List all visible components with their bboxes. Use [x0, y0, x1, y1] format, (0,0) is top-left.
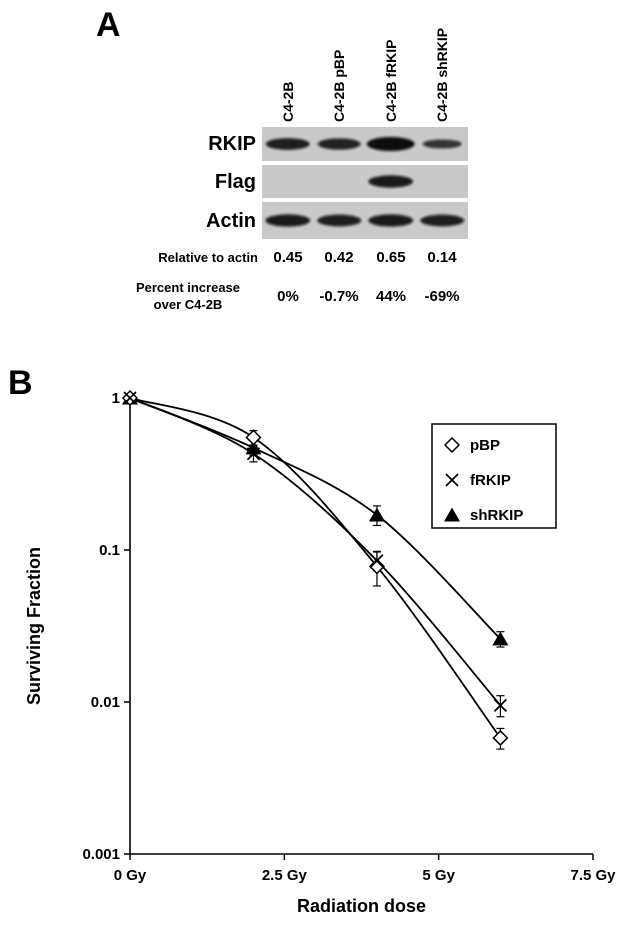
- blot-label-actin: Actin: [206, 210, 256, 232]
- legend-label: shRKIP: [470, 507, 523, 524]
- legend-label: fRKIP: [470, 472, 511, 489]
- panel-a-label: A: [96, 6, 121, 44]
- percent-increase-label-line2: over C4-2B: [153, 297, 223, 312]
- percent-increase-label-line1: Percent increase: [135, 280, 241, 295]
- markers-fRKIP: [123, 391, 508, 713]
- blot-label-rkip: RKIP: [208, 133, 256, 155]
- lane-label-c42b-frkip: C4-2B fRKIP: [383, 39, 399, 122]
- protein-band: [420, 214, 465, 227]
- relative-to-actin-label: Relative to actin: [158, 250, 258, 265]
- lane-label-c42b: C4-2B: [280, 81, 296, 122]
- y-tick-label: 0.01: [91, 694, 120, 711]
- protein-band: [317, 214, 362, 227]
- percent-value-shrkip: -69%: [424, 288, 460, 305]
- blot-strip-rkip: [262, 127, 468, 161]
- blot-membrane: [262, 165, 468, 198]
- blot-strip-flag: [262, 165, 468, 198]
- lane-label-c42b-pbp: C4-2B pBP: [331, 49, 347, 122]
- relative-value-frkip: 0.65: [376, 249, 406, 266]
- protein-band: [265, 214, 311, 227]
- legend-entry-fRKIP: fRKIP: [445, 472, 511, 489]
- legend-entry-shRKIP: shRKIP: [444, 507, 523, 524]
- legend-label: pBP: [470, 437, 500, 454]
- y-axis-title: Surviving Fraction: [24, 547, 44, 705]
- lane-label-c42b-shrkip: C4-2B shRKIP: [434, 27, 450, 122]
- percent-value-pbp: -0.7%: [319, 288, 359, 305]
- y-tick-label: 0.001: [82, 846, 120, 863]
- legend: pBP fRKIP shRKIP: [431, 423, 557, 529]
- protein-band: [368, 214, 414, 227]
- x-tick-label: 2.5 Gy: [262, 867, 308, 884]
- x-tick-label: 0 Gy: [114, 867, 147, 884]
- percent-value-frkip: 44%: [375, 288, 407, 305]
- protein-band: [265, 138, 310, 150]
- relative-value-c42b: 0.45: [273, 249, 303, 266]
- protein-band: [422, 139, 462, 149]
- blot-label-flag: Flag: [214, 171, 256, 193]
- curve-shRKIP: [129, 397, 502, 640]
- percent-value-c42b: 0%: [277, 288, 299, 305]
- legend-entry-pBP: pBP: [443, 436, 500, 454]
- y-tick-label: 1: [112, 390, 120, 407]
- survival-fraction-chart: 1 0.1 0.01 0.001 0 Gy 2.5 Gy 5 Gy 7.5 Gy Radiati…: [24, 389, 616, 916]
- blot-strip-actin: [262, 202, 468, 239]
- curve-pBP: [129, 397, 502, 739]
- protein-band: [368, 175, 414, 188]
- protein-band: [366, 137, 415, 151]
- relative-value-shrkip: 0.14: [427, 249, 457, 266]
- x-tick-label: 7.5 Gy: [570, 867, 616, 884]
- relative-value-pbp: 0.42: [324, 249, 354, 266]
- protein-band: [317, 138, 361, 150]
- x-axis-title: Radiation dose: [297, 896, 426, 916]
- panel-b-label: B: [8, 364, 33, 402]
- y-tick-label: 0.1: [99, 542, 120, 559]
- x-tick-label: 5 Gy: [422, 867, 455, 884]
